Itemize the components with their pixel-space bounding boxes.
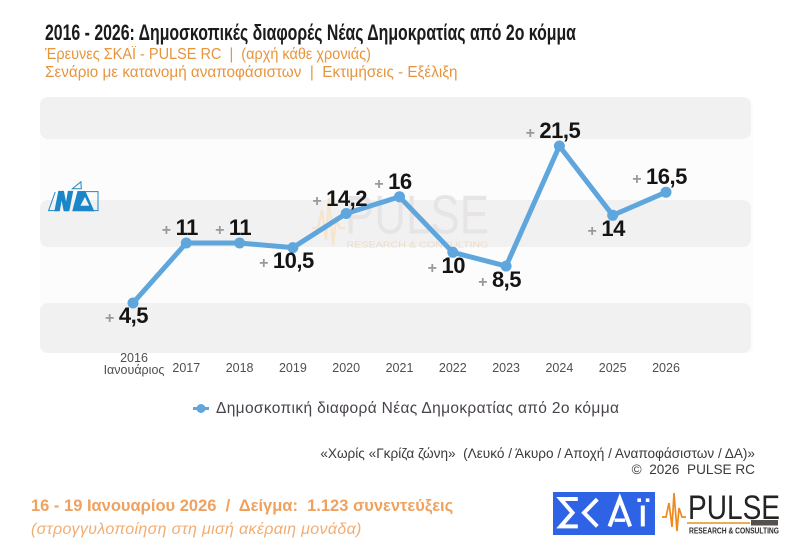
svg-text:RESEARCH & CONSULTING: RESEARCH & CONSULTING [347,240,489,250]
svg-text:RESEARCH & CONSULTING: RESEARCH & CONSULTING [689,527,779,536]
